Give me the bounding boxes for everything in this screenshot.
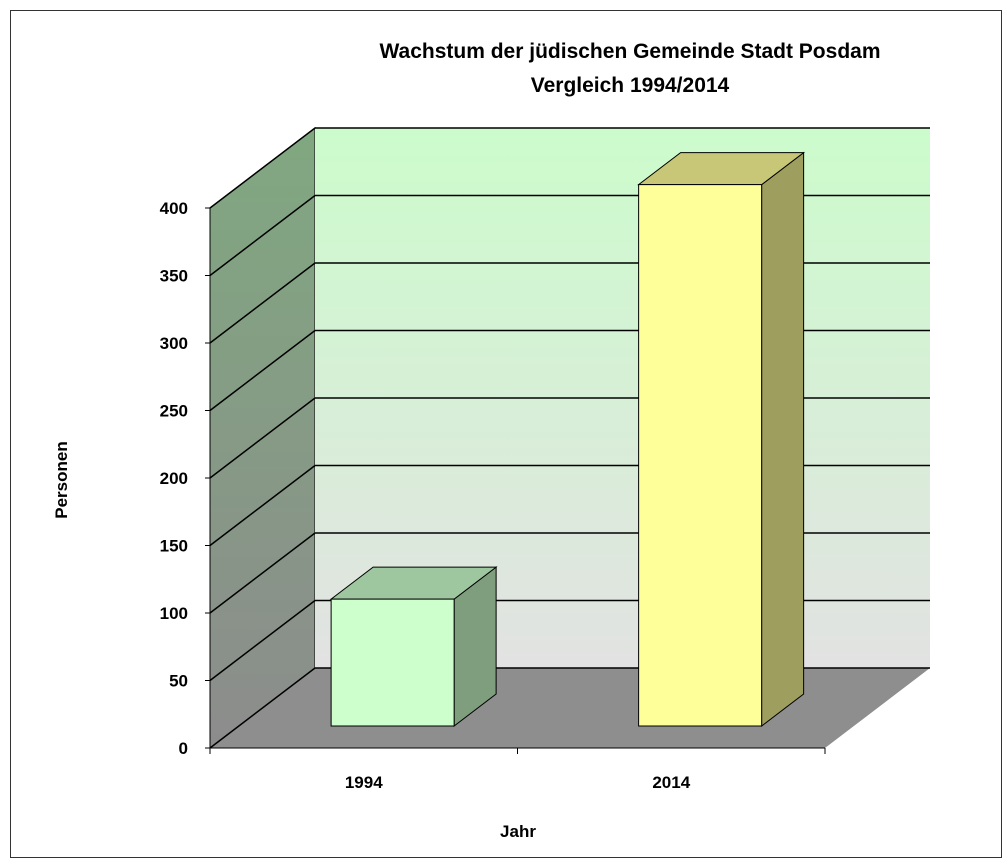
floor	[210, 668, 930, 748]
y-tick-label: 0	[179, 739, 188, 758]
bar	[638, 184, 763, 727]
y-tick-label: 300	[160, 334, 188, 353]
bar	[330, 598, 455, 727]
y-tick-label: 150	[160, 537, 188, 556]
y-tick-label: 200	[160, 469, 188, 488]
x-tick-label: 1994	[345, 773, 383, 792]
x-axis-title: Jahr	[500, 822, 536, 841]
chart-subtitle: Vergleich 1994/2014	[531, 74, 730, 97]
x-tick-label: 2014	[652, 773, 690, 792]
chart-title: Wachstum der jüdischen Gemeinde Stadt Po…	[380, 40, 881, 63]
y-tick-label: 250	[160, 402, 188, 421]
y-tick-label: 100	[160, 604, 188, 623]
bar-side	[761, 151, 805, 728]
y-tick-label: 400	[160, 199, 188, 218]
y-axis-title: Personen	[52, 441, 71, 518]
y-tick-label: 50	[169, 672, 188, 691]
y-tick-label: 350	[160, 267, 188, 286]
grid-line	[209, 127, 930, 209]
plot-area: 0 50 100 150 200 250 300 350 400 1994 2014	[160, 126, 930, 792]
